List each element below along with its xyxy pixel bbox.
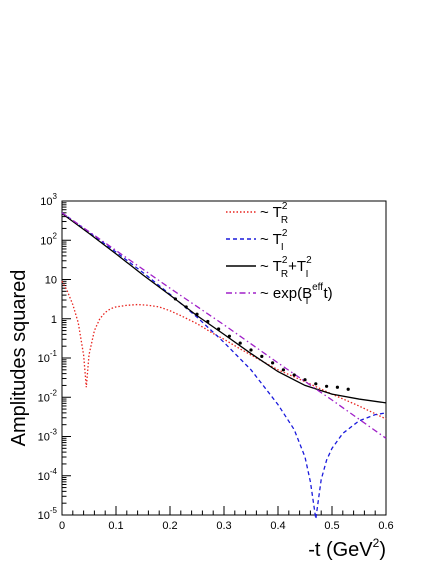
x-tick-label: 0.2 <box>162 520 177 532</box>
data-point <box>227 334 231 338</box>
tick-labels: 0 0.1 0.2 0.3 0.4 0.5 0.610310210110-110-210-3… <box>38 192 394 532</box>
axis-ticks <box>61 200 387 516</box>
x-tick-label: 0.6 <box>378 520 393 532</box>
y-tick-label: 10-4 <box>38 467 58 483</box>
y-axis-title: Amplitudes squared <box>8 270 30 447</box>
legend-label-4: ~ exp(Beff I t) <box>260 282 333 307</box>
data-point <box>281 368 285 372</box>
series-line-1 <box>61 280 387 420</box>
x-tick-label: 0.4 <box>270 520 285 532</box>
y-tick-label: 102 <box>40 231 57 247</box>
y-tick-label: 103 <box>40 192 57 208</box>
y-tick-label: 10-1 <box>38 349 58 365</box>
legend-label-3: ~ T2 R+T2 I <box>260 255 312 280</box>
series-layer <box>61 212 387 519</box>
data-point <box>314 382 318 386</box>
y-tick-label: 10-3 <box>38 428 58 444</box>
plot-frame <box>61 200 387 516</box>
y-tick-label: 10 <box>45 275 57 287</box>
x-tick-label: 0.3 <box>216 520 231 532</box>
data-point <box>195 312 199 316</box>
data-point <box>325 384 329 388</box>
legend-label-1: ~ T2 R <box>260 201 288 226</box>
y-tick-label: 10-5 <box>38 506 58 522</box>
y-tick-label: 10-2 <box>38 388 58 404</box>
series-line-3 <box>61 212 387 404</box>
data-point <box>260 354 264 358</box>
data-points <box>173 297 350 391</box>
data-point <box>217 327 221 331</box>
legend-label-2: ~ T2 I <box>260 228 288 253</box>
data-point <box>238 341 242 345</box>
x-axis-title: -t (GeV2) <box>308 536 386 561</box>
data-point <box>271 361 275 365</box>
x-tick-label: 0.5 <box>324 520 339 532</box>
data-point <box>184 305 188 309</box>
data-point <box>292 373 296 377</box>
data-point <box>206 319 210 324</box>
data-point <box>173 297 177 301</box>
data-point <box>303 378 307 382</box>
legend: ~ T2 R~ T2 I~ T2 R+T2 I~ exp(Beff I t) <box>226 201 333 307</box>
data-point <box>335 385 339 389</box>
data-point <box>346 387 350 391</box>
data-point <box>249 348 253 352</box>
x-tick-label: 0.1 <box>108 520 123 532</box>
series-line-4 <box>61 212 387 439</box>
y-tick-label: 1 <box>51 314 57 326</box>
x-tick-label: 0 <box>59 520 65 532</box>
series-line-2 <box>61 212 387 519</box>
